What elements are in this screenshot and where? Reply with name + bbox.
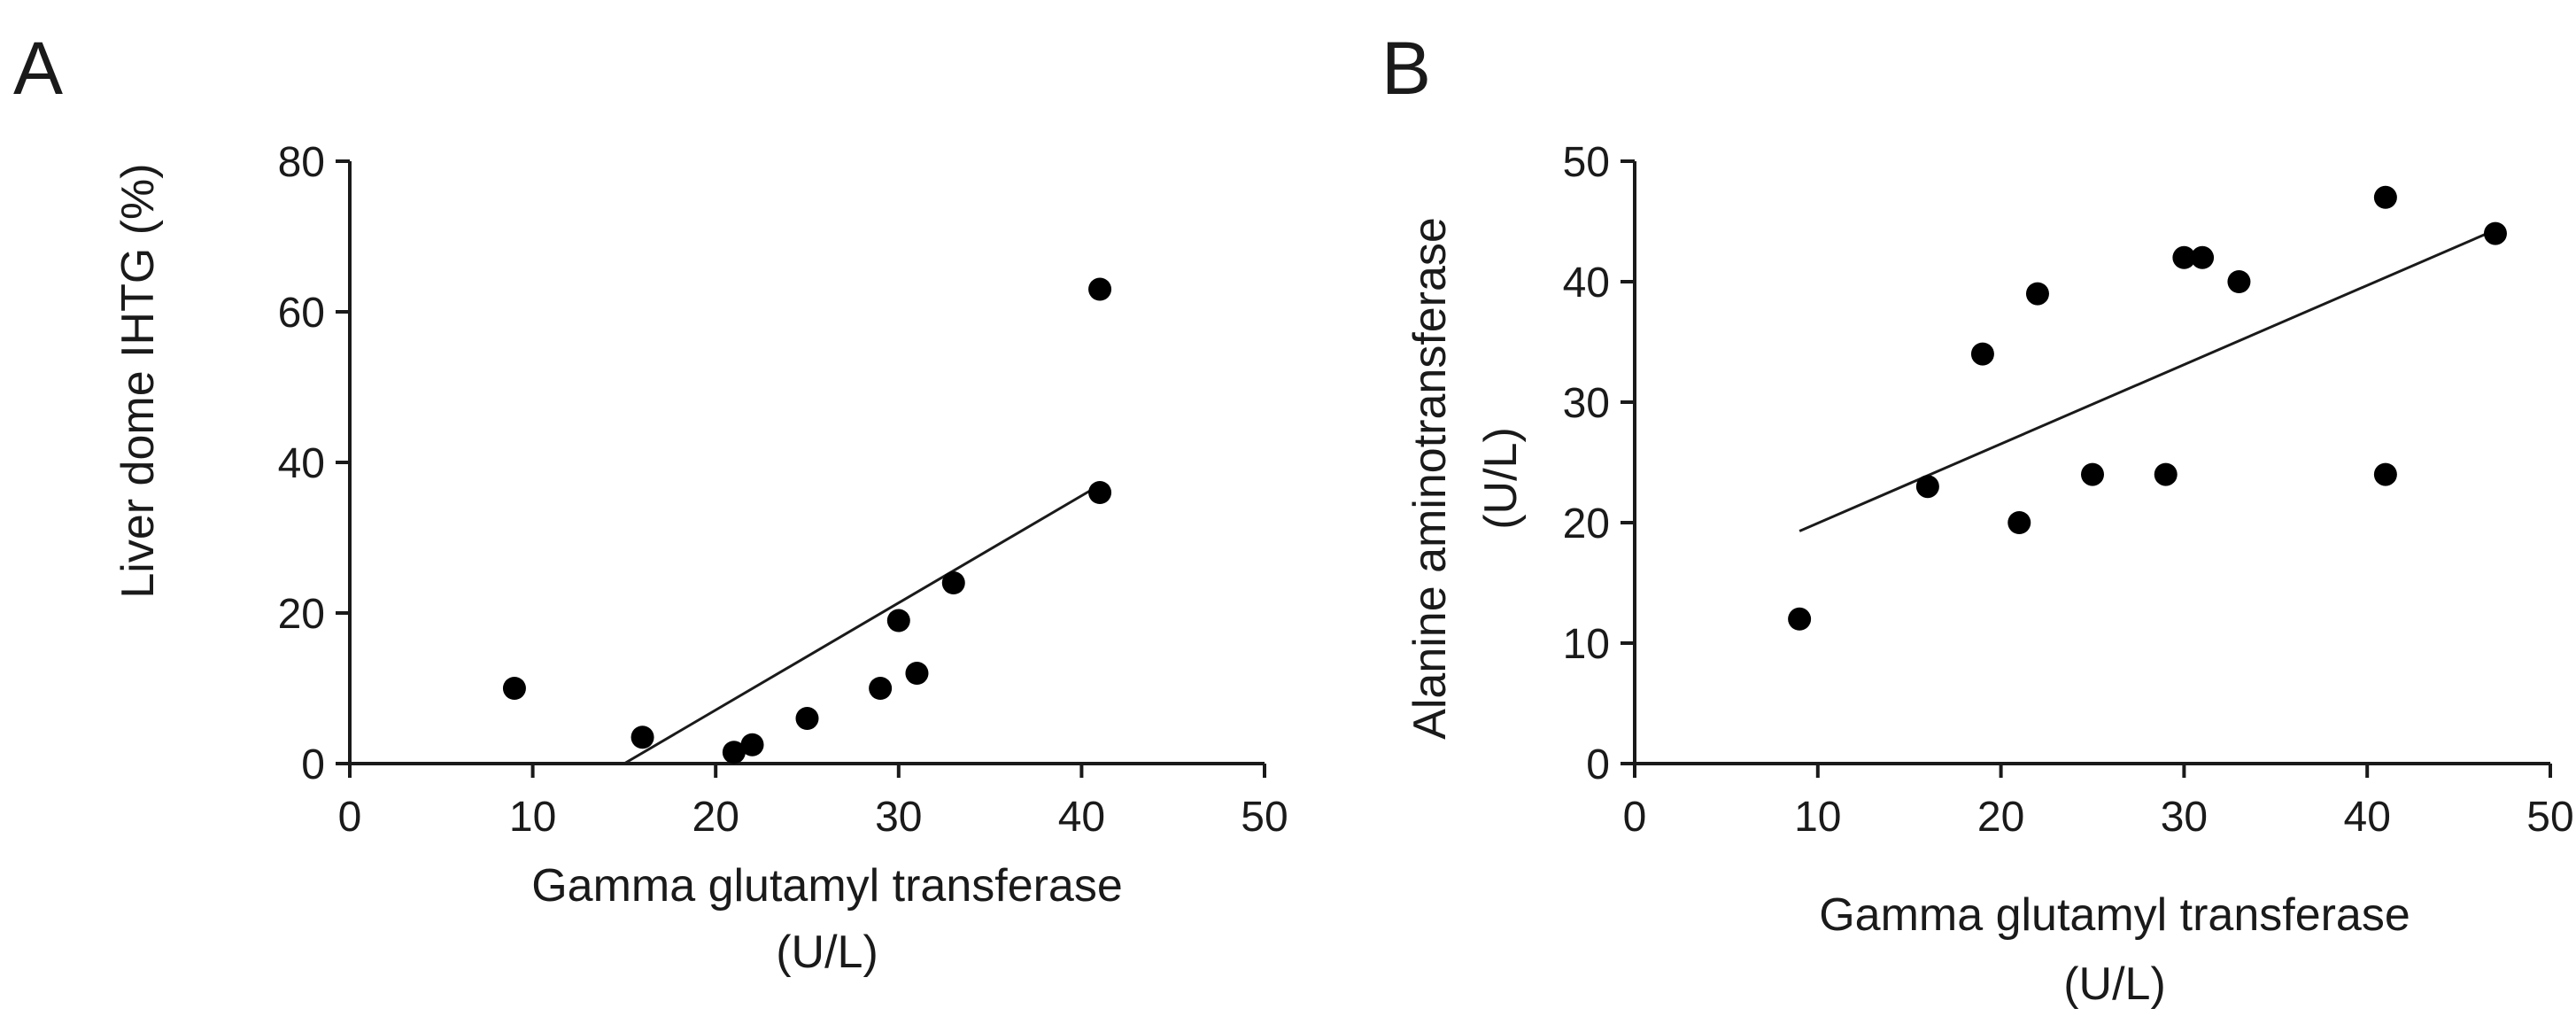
panel-a-x-tick-label: 40 xyxy=(1058,794,1105,841)
panel-b-data-point xyxy=(2025,282,2049,306)
panel-b: B 0 10 20 30 40 50 0 10 20 30 40 50 Alanine aminotr… xyxy=(1381,27,2574,1010)
panel-b-data-point xyxy=(2081,462,2104,486)
panel-b-y-tick-label: 10 xyxy=(1563,621,1610,668)
panel-a: A 0 10 20 30 40 50 0 20 40 60 80 Liver dome IHTG (… xyxy=(13,27,1288,978)
panel-a-x-tick-label: 30 xyxy=(875,794,922,841)
panel-b-data-point xyxy=(2191,245,2215,269)
panel-b-x-tick-label: 10 xyxy=(1794,794,1841,841)
panel-b-data-point xyxy=(2483,221,2507,245)
panel-a-x-axis-title-line2: (U/L) xyxy=(776,927,878,978)
panel-a-data-point xyxy=(905,662,929,685)
panel-a-y-tick-label: 0 xyxy=(301,741,325,788)
panel-a-data-point xyxy=(941,571,965,594)
panel-a-x-tick-label: 0 xyxy=(338,794,362,841)
panel-a-plot-area: 0 10 20 30 40 50 0 20 40 60 80 xyxy=(278,139,1288,841)
panel-b-y-tick-label: 0 xyxy=(1586,741,1610,788)
panel-a-fit-line xyxy=(623,484,1101,765)
panel-a-x-tick-label: 20 xyxy=(692,794,739,841)
panel-b-y-axis-title-line2: (U/L) xyxy=(1475,427,1527,530)
panel-b-y-axis-title-line1: Alanine aminotransferase xyxy=(1404,217,1456,740)
panel-a-data-point xyxy=(502,677,526,700)
panel-b-x-axis-title-line2: (U/L) xyxy=(2063,958,2166,1010)
panel-a-y-tick-label: 60 xyxy=(278,290,325,337)
panel-letter-b: B xyxy=(1381,27,1431,110)
panel-b-data-point xyxy=(1970,342,1994,366)
panel-b-y-tick-label: 50 xyxy=(1563,139,1610,186)
panel-a-data-point xyxy=(630,726,654,749)
panel-b-plot-area: 0 10 20 30 40 50 0 10 20 30 40 50 xyxy=(1563,139,2574,841)
panel-b-x-axis-title-line1: Gamma glutamyl transferase xyxy=(1819,889,2410,941)
panel-b-data-point xyxy=(2007,511,2031,534)
panel-a-data-point xyxy=(795,707,819,730)
panel-b-y-tick-label: 20 xyxy=(1563,500,1610,547)
panel-b-data-point xyxy=(2373,462,2397,486)
panel-b-data-point xyxy=(2154,462,2178,486)
panel-a-y-tick-label: 40 xyxy=(278,440,325,487)
panel-a-y-axis-title: Liver dome IHTG (%) xyxy=(112,163,164,598)
panel-b-fit-line xyxy=(1799,229,2496,532)
panel-b-data-point xyxy=(2227,270,2251,293)
panel-b-x-tick-label: 50 xyxy=(2526,794,2573,841)
panel-a-x-tick-label: 10 xyxy=(509,794,556,841)
panel-a-y-tick-label: 80 xyxy=(278,139,325,186)
panel-b-y-tick-label: 40 xyxy=(1563,260,1610,306)
panel-b-data-point xyxy=(2172,245,2196,269)
panel-b-x-tick-label: 20 xyxy=(1977,794,2024,841)
panel-b-data-point xyxy=(2373,185,2397,209)
panel-b-y-tick-label: 30 xyxy=(1563,380,1610,427)
panel-b-x-tick-label: 0 xyxy=(1623,794,1647,841)
panel-a-data-point xyxy=(1088,481,1112,504)
panel-a-data-point xyxy=(740,733,764,757)
panel-b-data-point xyxy=(1915,475,1939,499)
panel-a-x-tick-label: 50 xyxy=(1241,794,1288,841)
panel-a-y-tick-label: 20 xyxy=(278,591,325,638)
panel-a-data-point xyxy=(1088,277,1112,301)
panel-a-data-point xyxy=(869,677,893,700)
panel-b-x-tick-label: 40 xyxy=(2344,794,2391,841)
panel-a-x-axis-title-line1: Gamma glutamyl transferase xyxy=(531,860,1123,912)
panel-a-data-point xyxy=(886,609,910,632)
panel-a-data-point xyxy=(722,741,746,764)
panel-letter-a: A xyxy=(13,27,63,110)
panel-b-data-point xyxy=(1788,607,1812,631)
panel-b-x-tick-label: 30 xyxy=(2161,794,2208,841)
